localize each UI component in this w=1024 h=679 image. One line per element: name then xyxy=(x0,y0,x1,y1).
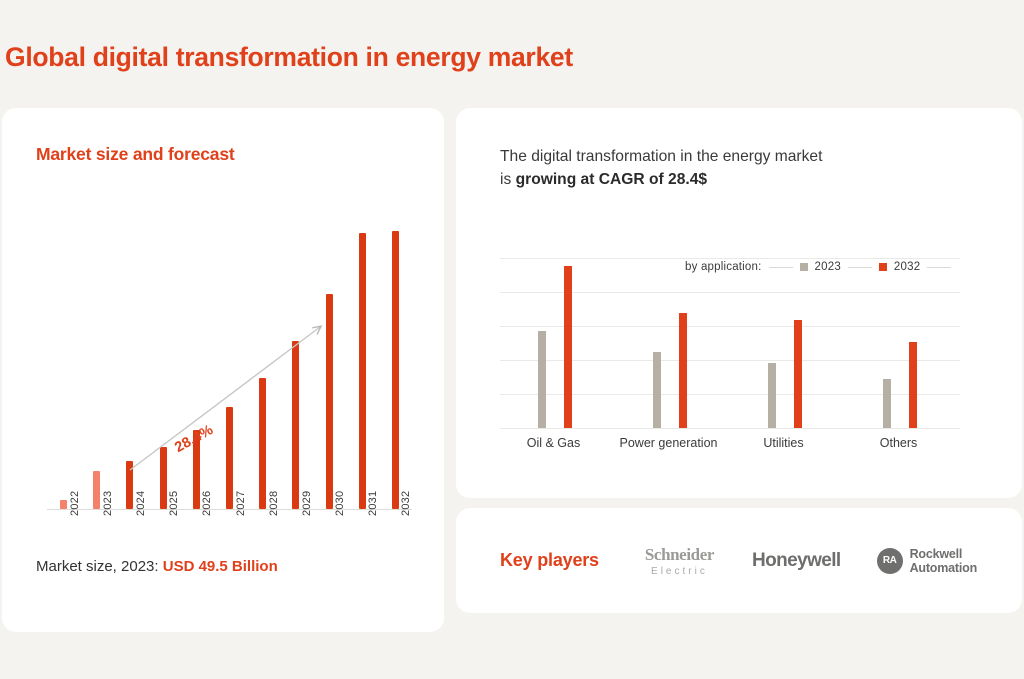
chart-legend: by application: 2023 2032 xyxy=(685,261,952,273)
key-players-row: Key players Schneider Electric Honeywell… xyxy=(456,508,1022,613)
gridline xyxy=(500,292,960,293)
bar-series-container xyxy=(47,220,412,509)
market-size-footer: Market size, 2023: USD 49.5 Billion xyxy=(36,558,278,575)
application-breakdown-card: The digital transformation in the energy… xyxy=(456,108,1022,498)
schneider-electric-logo: Schneider Electric xyxy=(644,544,715,577)
market-size-bar-chart: 2022 2023 2024 2025 2026 2027 2028 2029 2030 2031… xyxy=(2,180,444,552)
bar-2031 xyxy=(358,232,366,509)
chart-baseline xyxy=(47,509,412,510)
key-players-title: Key players xyxy=(500,550,599,570)
bar-others-2023 xyxy=(882,379,891,428)
legend-label-2023: 2023 xyxy=(814,261,841,273)
bar-oil-gas-2023 xyxy=(537,330,546,428)
bar-others-2032 xyxy=(908,342,917,428)
legend-swatch-2023 xyxy=(799,263,808,271)
legend-divider xyxy=(927,266,952,268)
gridline xyxy=(500,326,960,327)
application-grouped-bar-chart: by application: 2023 2032 Oil & Gas Power… xyxy=(500,258,960,450)
gridline xyxy=(500,394,960,395)
legend-divider xyxy=(847,266,872,268)
bar-power-generation-2023 xyxy=(652,351,661,428)
bar-oil-gas-2032 xyxy=(563,266,572,428)
rockwell-line2: Automation xyxy=(909,560,978,575)
gridline xyxy=(500,258,960,259)
right-heading-strong: growing at CAGR of 28.4$ xyxy=(515,170,708,188)
x-label-2023: 2023 xyxy=(101,490,114,516)
bar-2032 xyxy=(391,230,399,509)
rockwell-badge-icon: RA xyxy=(876,547,903,574)
legend-label-2032: 2032 xyxy=(893,261,921,273)
bar-2023 xyxy=(93,471,101,509)
category-label-oil-gas: Oil & Gas xyxy=(526,436,581,450)
left-card-heading: Market size and forecast xyxy=(36,144,235,164)
bar-2029 xyxy=(292,340,300,509)
market-size-card: Market size and forecast 2022 2023 2024 202… xyxy=(2,108,444,632)
rockwell-automation-logo: RA Rockwell Automation xyxy=(876,546,978,575)
x-label-2024: 2024 xyxy=(134,490,147,516)
legend-title: by application: xyxy=(685,261,762,273)
gridline xyxy=(500,360,960,361)
schneider-subtext: Electric xyxy=(651,565,708,577)
x-label-2022: 2022 xyxy=(68,490,81,516)
gridline xyxy=(500,428,960,429)
x-label-2026: 2026 xyxy=(201,490,214,516)
legend-divider xyxy=(768,266,793,268)
x-label-2029: 2029 xyxy=(300,490,313,516)
bar-2027 xyxy=(226,407,233,509)
x-label-2031: 2031 xyxy=(367,490,380,516)
market-size-footer-prefix: Market size, 2023: xyxy=(36,558,163,575)
right-heading-normal: The digital transformation in the energy… xyxy=(500,148,823,188)
bar-2022 xyxy=(60,499,68,509)
schneider-wordmark: Schneider xyxy=(644,544,715,564)
bar-utilities-2023 xyxy=(767,363,776,428)
honeywell-wordmark: Honeywell xyxy=(752,549,841,571)
x-label-2032: 2032 xyxy=(400,490,413,516)
honeywell-logo: Honeywell xyxy=(752,550,841,572)
x-label-2030: 2030 xyxy=(334,490,347,516)
bar-2028 xyxy=(259,378,267,509)
rockwell-line1: Rockwell xyxy=(909,546,963,561)
market-size-value: USD 49.5 Billion xyxy=(162,558,278,575)
rockwell-wordmark: Rockwell Automation xyxy=(909,546,978,575)
legend-swatch-2032 xyxy=(878,263,887,271)
x-label-2027: 2027 xyxy=(234,490,247,516)
x-label-2025: 2025 xyxy=(168,490,181,516)
bar-utilities-2032 xyxy=(793,319,802,428)
bar-2024 xyxy=(126,460,134,509)
bar-2025 xyxy=(159,447,167,509)
right-card-heading: The digital transformation in the energy… xyxy=(500,146,830,191)
key-players-card: Key players Schneider Electric Honeywell… xyxy=(456,508,1022,613)
category-label-others: Others xyxy=(879,436,918,450)
page-title: Global digital transformation in energy … xyxy=(5,42,573,72)
category-label-utilities: Utilities xyxy=(763,436,804,450)
category-label-power-generation: Power generation xyxy=(619,436,718,450)
bar-2030 xyxy=(325,293,333,509)
x-label-2028: 2028 xyxy=(267,490,280,516)
bar-power-generation-2032 xyxy=(678,313,687,428)
